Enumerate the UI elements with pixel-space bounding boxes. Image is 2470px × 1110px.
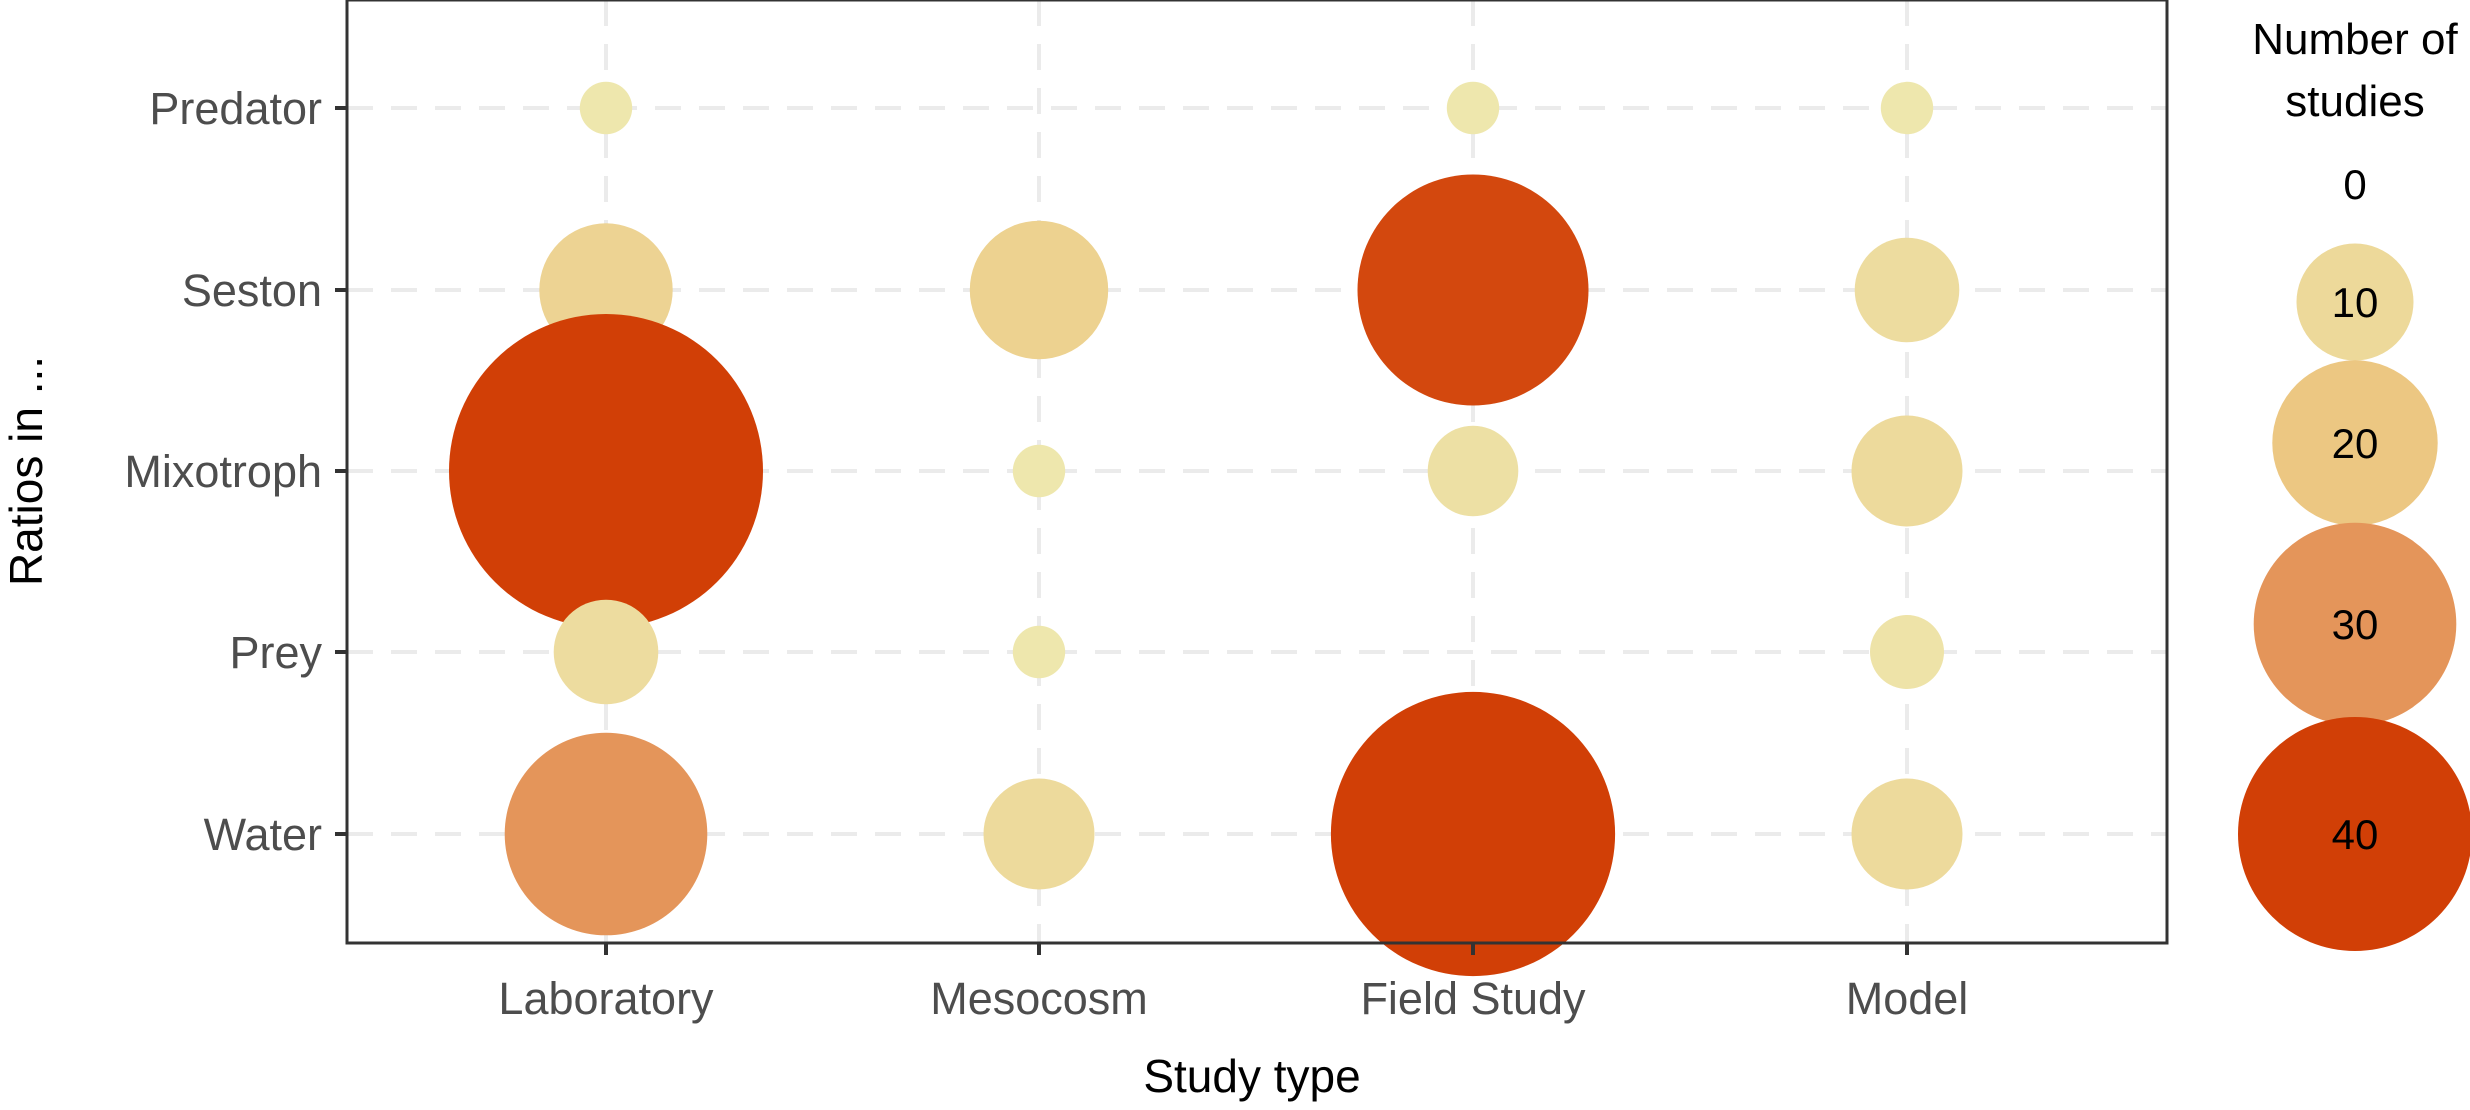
y-tick-label-prey: Prey — [229, 627, 322, 678]
bubble-model-water — [1851, 778, 1963, 890]
legend-label-10: 10 — [2332, 279, 2379, 326]
bubble-field-study-seston — [1357, 174, 1589, 406]
legend-bubble-20 — [2272, 360, 2438, 526]
legend-label-40: 40 — [2332, 811, 2379, 858]
legend-label-20: 20 — [2332, 420, 2379, 467]
bubble-model-prey — [1870, 615, 1944, 689]
data-bubbles — [449, 81, 1963, 977]
y-tick-label-seston: Seston — [182, 265, 322, 316]
legend-label-0: 0 — [2343, 161, 2366, 208]
x-tick-label-field-study: Field Study — [1360, 973, 1586, 1024]
bubble-mesocosm-water — [983, 778, 1095, 890]
bubble-mesocosm-seston — [969, 220, 1109, 360]
x-tick-label-laboratory: Laboratory — [498, 973, 714, 1024]
x-tick-label-mesocosm: Mesocosm — [930, 973, 1148, 1024]
bubble-laboratory-water — [504, 732, 708, 936]
x-tick-label-model: Model — [1846, 973, 1969, 1024]
y-axis-title: Ratios in ... — [0, 356, 52, 586]
bubble-laboratory-mixotroph — [449, 314, 763, 628]
legend-title-line-1: Number of — [2252, 15, 2458, 64]
axes: Laboratory Mesocosm Field Study Model Predat… — [124, 83, 1968, 1024]
bubble-field-study-predator — [1446, 81, 1500, 135]
y-tick-label-water: Water — [204, 809, 322, 860]
bubble-field-study-mixotroph — [1427, 425, 1519, 517]
legend-bubble-40 — [2238, 717, 2470, 951]
legend-bubble-10 — [2296, 243, 2414, 361]
bubble-model-predator — [1880, 81, 1934, 135]
legend-label-30: 30 — [2332, 601, 2379, 648]
x-axis-title: Study type — [1143, 1050, 1360, 1102]
bubble-model-mixotroph — [1851, 415, 1963, 527]
legend-title-line-2: studies — [2285, 77, 2424, 126]
y-tick-label-mixotroph: Mixotroph — [124, 446, 322, 497]
bubble-mesocosm-mixotroph — [1012, 444, 1066, 498]
bubble-laboratory-prey — [553, 599, 659, 705]
bubble-laboratory-predator — [579, 81, 633, 135]
y-tick-label-predator: Predator — [149, 83, 322, 134]
legend-bubble-30 — [2253, 522, 2457, 726]
bubble-field-study-water — [1330, 691, 1616, 977]
bubble-mesocosm-prey — [1012, 625, 1066, 679]
size-legend: Number of studies 0 10 20 30 40 — [2238, 15, 2470, 951]
bubble-model-seston — [1854, 237, 1960, 343]
